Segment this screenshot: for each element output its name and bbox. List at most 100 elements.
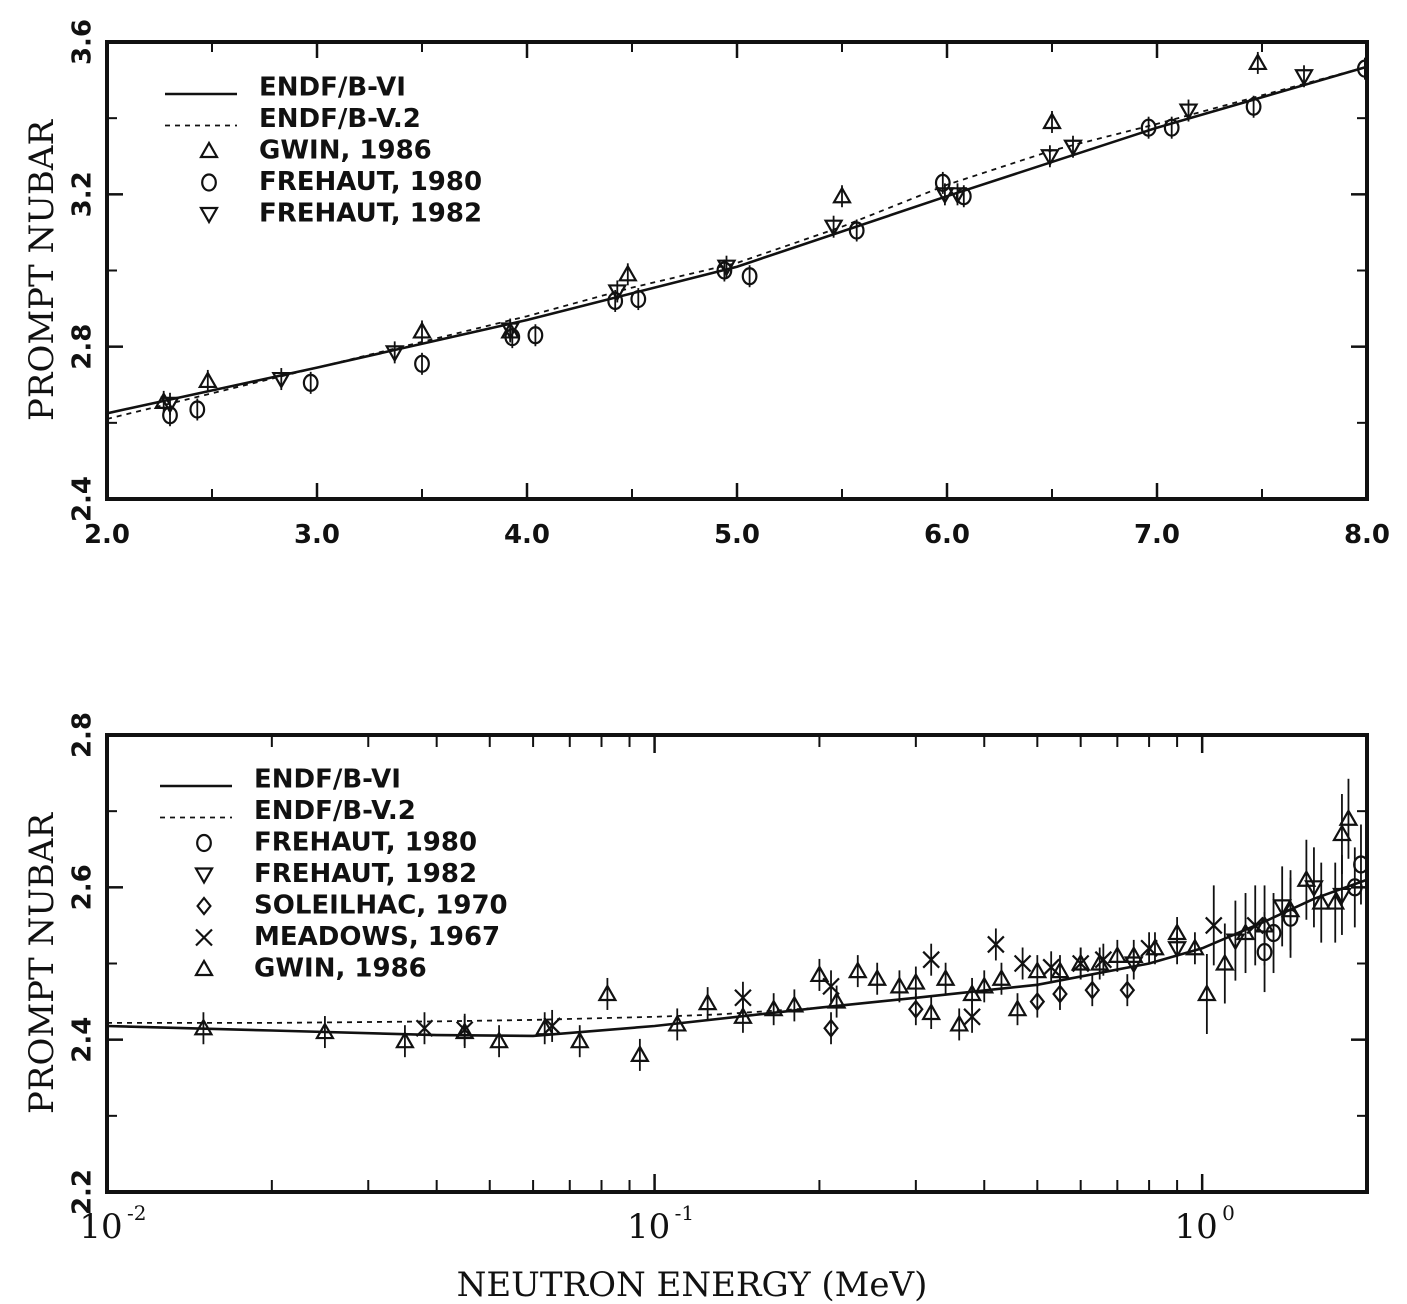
data-point <box>1089 953 1110 971</box>
legend-marker <box>196 896 212 916</box>
legend-label: ENDF/B-V.2 <box>259 104 421 134</box>
data-point <box>1332 887 1352 906</box>
data-point <box>1204 916 1223 935</box>
data-point <box>974 976 995 994</box>
data-point <box>823 219 844 237</box>
data-point <box>1007 998 1028 1017</box>
data-point <box>963 1008 981 1026</box>
data-point <box>908 999 924 1019</box>
x-tick-label: 2.0 <box>84 520 130 550</box>
data-point <box>1123 945 1144 963</box>
data-point <box>1357 59 1367 78</box>
data-point <box>315 1021 335 1040</box>
data-point <box>889 976 910 994</box>
data-point <box>1070 953 1091 971</box>
plot-area <box>107 778 1367 1071</box>
legend-marker <box>199 206 219 225</box>
legend-marker <box>196 833 212 853</box>
data-point <box>1325 892 1346 910</box>
legend-label: ENDF/B-V.2 <box>254 796 416 826</box>
data-point <box>630 289 647 309</box>
data-point <box>741 267 758 286</box>
x-axis-title: NEUTRON ENERGY (MeV) <box>457 1265 928 1304</box>
data-point <box>189 400 206 419</box>
data-point <box>489 1030 509 1049</box>
data-point <box>271 371 292 390</box>
data-point <box>1185 938 1205 956</box>
data-point <box>1338 808 1359 826</box>
data-point <box>597 983 618 1002</box>
data-point <box>504 328 521 347</box>
data-point <box>1311 892 1332 910</box>
x-tick-label-exponent: -2 <box>127 1201 146 1225</box>
data-point <box>867 968 888 986</box>
legend-marker <box>195 928 213 947</box>
series-line-endf-b-v-2 <box>107 878 1367 1024</box>
legend-label: ENDF/B-VI <box>259 73 406 103</box>
data-point <box>527 326 544 345</box>
data-point <box>543 1017 561 1035</box>
data-point <box>1167 922 1188 941</box>
plot-area <box>107 51 1367 427</box>
data-point <box>1245 97 1262 116</box>
data-point <box>1272 899 1293 917</box>
data-point <box>629 1044 650 1063</box>
data-point <box>716 261 733 280</box>
data-point <box>153 391 174 409</box>
y-tick-label: 2.8 <box>68 712 98 758</box>
data-point <box>454 1021 475 1040</box>
x-tick-label: 8.0 <box>1344 520 1390 550</box>
data-point <box>384 345 405 363</box>
data-point <box>832 186 852 204</box>
data-point <box>949 1014 970 1032</box>
x-tick-label: 10 <box>1175 1207 1218 1247</box>
data-point <box>412 321 432 339</box>
series-frehaut-1982 <box>160 65 1314 415</box>
data-point <box>1040 149 1060 167</box>
data-point <box>1050 960 1070 979</box>
series-line-endf-b-vi <box>107 65 1367 415</box>
data-point <box>1029 991 1046 1012</box>
data-point <box>1225 933 1246 951</box>
data-point <box>1178 103 1199 121</box>
data-point <box>809 964 830 983</box>
legend-marker <box>194 958 214 977</box>
data-point <box>1140 118 1157 137</box>
data-point <box>1353 855 1367 874</box>
legend-label: GWIN, 1986 <box>259 136 432 166</box>
data-point <box>1163 118 1180 137</box>
legend-label: MEADOWS, 1967 <box>254 922 500 952</box>
x-tick-label: 3.0 <box>294 520 340 550</box>
y-tick-label: 3.6 <box>68 19 98 65</box>
data-point <box>1119 980 1136 1000</box>
data-point <box>734 988 752 1007</box>
data-point <box>160 396 180 415</box>
data-point <box>500 322 521 340</box>
data-point <box>197 370 218 389</box>
y-axis-title: PROMPT NUBAR <box>22 119 62 421</box>
data-point <box>1107 945 1128 963</box>
x-tick-label-exponent: -1 <box>675 1201 694 1225</box>
data-point <box>987 935 1005 954</box>
data-point <box>1247 52 1268 71</box>
x-tick-label-exponent: 0 <box>1222 1201 1235 1225</box>
data-point <box>1294 69 1314 87</box>
data-point <box>1196 983 1217 1002</box>
data-point <box>1084 980 1101 1000</box>
data-point <box>1280 899 1301 918</box>
data-point <box>697 992 718 1011</box>
y-tick-label: 2.4 <box>68 1017 98 1063</box>
y-tick-label: 2.4 <box>68 476 98 522</box>
data-point <box>415 1019 434 1038</box>
data-point <box>414 354 430 373</box>
data-point <box>763 998 784 1017</box>
data-point <box>667 1014 688 1032</box>
y-tick-label: 2.8 <box>68 324 98 370</box>
data-point <box>1296 869 1317 887</box>
data-point <box>935 968 956 986</box>
series-soleilhac-1970 <box>823 974 1136 1045</box>
data-point <box>848 221 865 240</box>
